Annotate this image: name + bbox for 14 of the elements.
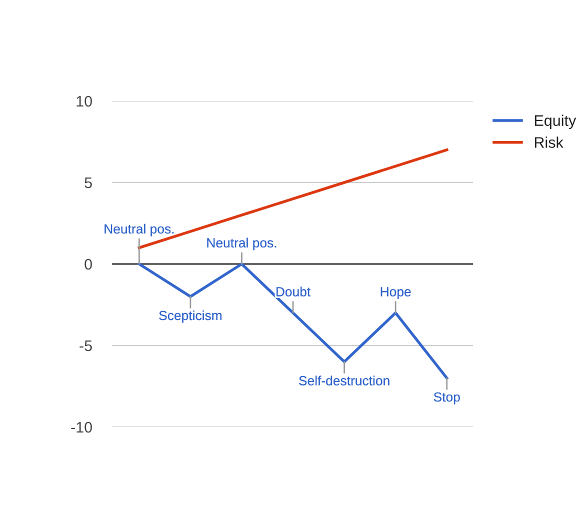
annotation: Scepticism [159, 310, 222, 323]
legend-label: Risk [534, 136, 564, 148]
annotation: Hope [380, 287, 411, 300]
y-tick-label: 0 [84, 258, 92, 270]
y-tick-label: 10 [76, 96, 92, 107]
y-tick-label: -10 [71, 422, 92, 433]
annotation: Self-destruction [299, 376, 390, 386]
legend-label: Equity [534, 114, 576, 129]
annotation: Doubt [276, 286, 311, 296]
y-tick-label: -5 [80, 340, 92, 352]
annotation: Neutral pos. [207, 238, 276, 250]
annotation: Neutral pos. [104, 224, 174, 236]
y-tick-label: 5 [84, 178, 92, 188]
annotation: Stop [434, 392, 460, 404]
